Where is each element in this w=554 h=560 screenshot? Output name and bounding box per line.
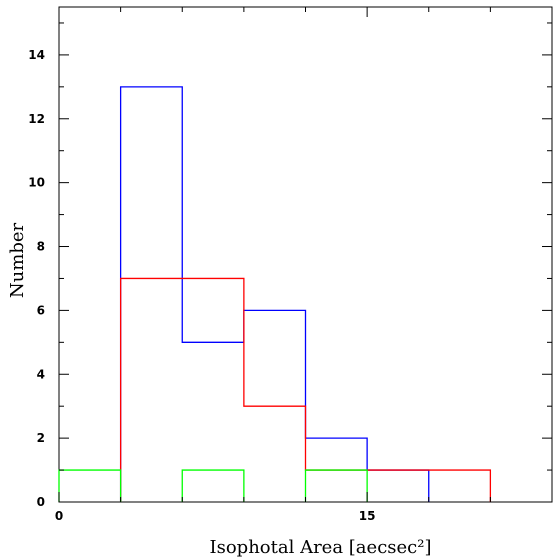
y-tick-label: 2 [37,431,45,445]
y-tick-label: 4 [37,367,45,381]
x-tick-label: 15 [359,509,376,523]
x-axis-title: Isophotal Area [aecsec²] [210,537,432,558]
y-tick-label: 6 [37,303,45,317]
axis-ticks [58,7,553,503]
y-tick-label: 10 [28,176,45,190]
y-tick-label: 0 [37,495,45,509]
y-axis-title: Number [7,223,28,299]
histogram-series-0 [119,86,430,502]
x-tick-label: 0 [55,509,63,523]
y-tick-label: 8 [37,240,45,254]
histogram-series-2 [58,469,368,502]
y-tick-label: 14 [28,48,45,62]
histogram-series-1 [119,277,492,502]
y-tick-label: 12 [28,112,45,126]
histogram-series [58,86,492,502]
tick-labels: 0 15 0 2 4 6 8 10 12 14 [28,48,375,523]
